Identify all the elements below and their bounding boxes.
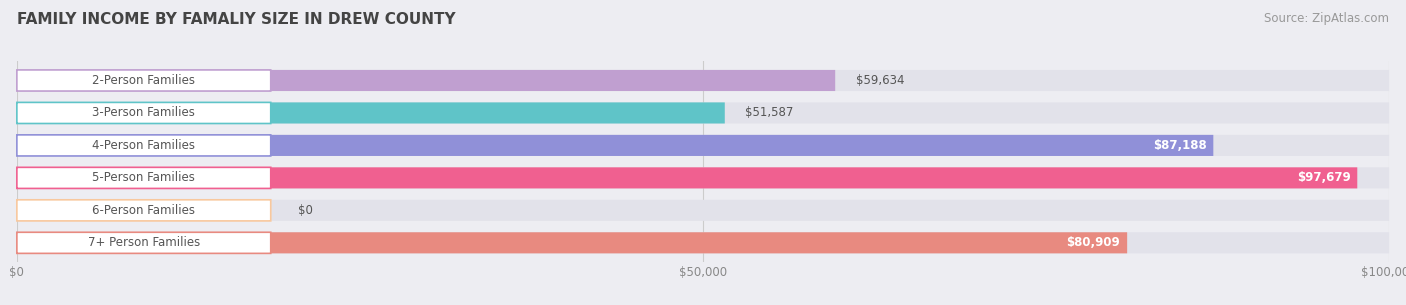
Text: $0: $0: [298, 204, 314, 217]
Text: 7+ Person Families: 7+ Person Families: [87, 236, 200, 249]
Text: FAMILY INCOME BY FAMALIY SIZE IN DREW COUNTY: FAMILY INCOME BY FAMALIY SIZE IN DREW CO…: [17, 12, 456, 27]
FancyBboxPatch shape: [17, 167, 271, 188]
Text: $59,634: $59,634: [856, 74, 904, 87]
Text: $80,909: $80,909: [1067, 236, 1121, 249]
FancyBboxPatch shape: [17, 135, 1213, 156]
Text: 5-Person Families: 5-Person Families: [93, 171, 195, 185]
FancyBboxPatch shape: [17, 200, 271, 221]
Text: $87,188: $87,188: [1153, 139, 1206, 152]
FancyBboxPatch shape: [17, 70, 835, 91]
Text: Source: ZipAtlas.com: Source: ZipAtlas.com: [1264, 12, 1389, 25]
FancyBboxPatch shape: [17, 70, 1389, 91]
Text: $97,679: $97,679: [1296, 171, 1350, 185]
FancyBboxPatch shape: [17, 135, 271, 156]
Text: 6-Person Families: 6-Person Families: [93, 204, 195, 217]
FancyBboxPatch shape: [17, 167, 1357, 188]
FancyBboxPatch shape: [17, 167, 1389, 188]
FancyBboxPatch shape: [17, 102, 1389, 124]
FancyBboxPatch shape: [17, 70, 271, 91]
Text: 3-Person Families: 3-Person Families: [93, 106, 195, 120]
FancyBboxPatch shape: [17, 200, 1389, 221]
FancyBboxPatch shape: [17, 232, 1389, 253]
FancyBboxPatch shape: [17, 232, 1128, 253]
FancyBboxPatch shape: [17, 102, 724, 124]
FancyBboxPatch shape: [17, 135, 1389, 156]
Text: $51,587: $51,587: [745, 106, 794, 120]
Text: 2-Person Families: 2-Person Families: [93, 74, 195, 87]
FancyBboxPatch shape: [17, 102, 271, 124]
Text: 4-Person Families: 4-Person Families: [93, 139, 195, 152]
FancyBboxPatch shape: [17, 232, 271, 253]
